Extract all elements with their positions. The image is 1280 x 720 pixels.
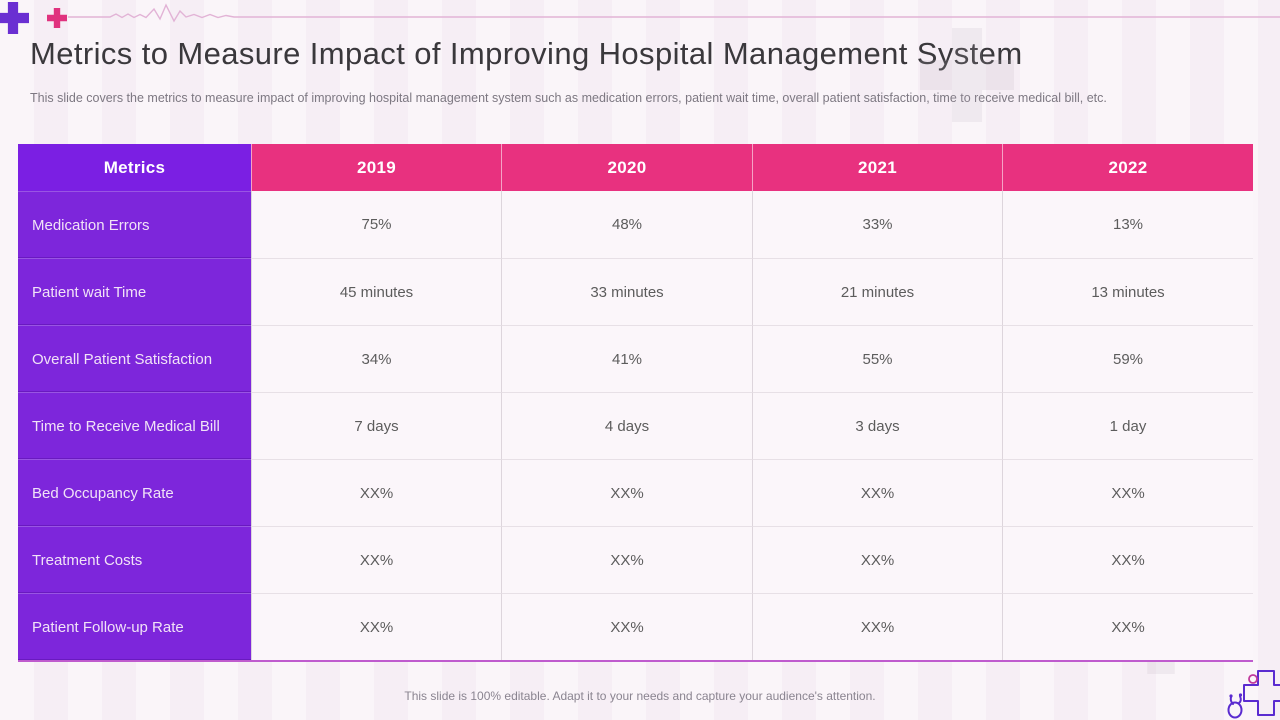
value-cell: XX% <box>251 459 501 526</box>
value-cell: 33 minutes <box>501 258 752 325</box>
value-cell: XX% <box>752 459 1002 526</box>
value-cell: 4 days <box>501 392 752 459</box>
editable-note: This slide is 100% editable. Adapt it to… <box>404 689 876 703</box>
value-cell: 13% <box>1002 191 1253 258</box>
value-cell: XX% <box>1002 593 1253 660</box>
value-cell: 3 days <box>752 392 1002 459</box>
value-cell: XX% <box>1002 459 1253 526</box>
value-cell: XX% <box>752 526 1002 593</box>
value-cell: 1 day <box>1002 392 1253 459</box>
heartbeat-line <box>68 3 1280 23</box>
metric-cell: Patient Follow-up Rate <box>18 593 251 660</box>
header-cell-2020: 2020 <box>501 144 752 191</box>
value-cell: 75% <box>251 191 501 258</box>
value-cell: 55% <box>752 325 1002 392</box>
page-title: Metrics to Measure Impact of Improving H… <box>30 36 1023 71</box>
metric-cell: Overall Patient Satisfaction <box>18 325 251 392</box>
value-cell: XX% <box>251 526 501 593</box>
plus-icon-pink <box>47 8 67 28</box>
metric-cell: Treatment Costs <box>18 526 251 593</box>
header-cell-2021: 2021 <box>752 144 1002 191</box>
header-cell-2019: 2019 <box>251 144 501 191</box>
value-cell: XX% <box>1002 526 1253 593</box>
value-cell: 34% <box>251 325 501 392</box>
medical-cross-stethoscope-icon <box>1227 670 1280 719</box>
value-cell: 33% <box>752 191 1002 258</box>
page-subtitle: This slide covers the metrics to measure… <box>30 91 1107 105</box>
value-cell: XX% <box>501 526 752 593</box>
value-cell: 59% <box>1002 325 1253 392</box>
value-cell: XX% <box>501 459 752 526</box>
value-cell: XX% <box>752 593 1002 660</box>
metric-cell: Patient wait Time <box>18 258 251 325</box>
value-cell: 41% <box>501 325 752 392</box>
value-cell: 45 minutes <box>251 258 501 325</box>
header-cell-metrics: Metrics <box>18 144 251 191</box>
value-cell: 48% <box>501 191 752 258</box>
plus-icon-purple <box>0 2 29 34</box>
value-cell: 7 days <box>251 392 501 459</box>
metric-cell: Bed Occupancy Rate <box>18 459 251 526</box>
value-cell: 21 minutes <box>752 258 1002 325</box>
metric-cell: Medication Errors <box>18 191 251 258</box>
value-cell: XX% <box>251 593 501 660</box>
metrics-table: Metrics 2019 2020 2021 2022 Medication E… <box>18 144 1253 662</box>
metric-cell: Time to Receive Medical Bill <box>18 392 251 459</box>
value-cell: 13 minutes <box>1002 258 1253 325</box>
value-cell: XX% <box>501 593 752 660</box>
header-cell-2022: 2022 <box>1002 144 1253 191</box>
